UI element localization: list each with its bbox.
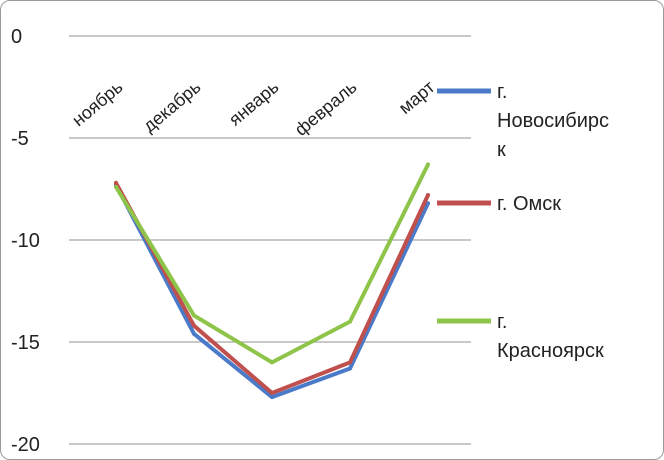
series-point <box>348 360 352 365</box>
series-lines <box>114 162 430 400</box>
series-line <box>114 162 430 365</box>
x-axis-categories: ноябрь декабрь январь февраль март <box>68 77 438 140</box>
legend-label: г. Омск <box>497 193 561 215</box>
series-point <box>270 395 274 400</box>
x-category-label: ноябрь <box>68 77 126 131</box>
series-point <box>114 184 118 189</box>
series-point <box>270 391 274 395</box>
series-point <box>192 331 196 336</box>
series-point <box>192 323 196 328</box>
y-axis-ticks: 0 -5 -10 -15 -20 <box>11 26 40 456</box>
series-point <box>192 313 196 318</box>
x-category-label: февраль <box>291 77 361 140</box>
series-point <box>270 360 274 365</box>
x-category-label: январь <box>225 77 283 130</box>
series-point <box>426 193 430 198</box>
y-tick-label: -5 <box>11 128 29 150</box>
series-point <box>114 180 118 185</box>
series-point <box>348 319 352 324</box>
x-category-label: декабрь <box>139 77 204 136</box>
legend-label: г. <box>497 81 507 103</box>
legend: г. Новосибирс к г. Омск г. Красноярск <box>437 81 609 362</box>
legend-label: к <box>497 139 506 161</box>
y-tick-label: -15 <box>11 332 40 354</box>
legend-label: Красноярск <box>497 340 604 362</box>
series-point <box>426 162 430 167</box>
x-category-label: март <box>395 77 439 118</box>
y-tick-label: 0 <box>11 26 22 48</box>
legend-label: г. <box>497 311 507 333</box>
series-point <box>348 366 352 371</box>
gridlines <box>69 35 471 445</box>
legend-label: Новосибирс <box>497 110 609 132</box>
series-point <box>426 201 430 206</box>
y-tick-label: -20 <box>11 434 40 456</box>
y-tick-label: -10 <box>11 230 40 252</box>
